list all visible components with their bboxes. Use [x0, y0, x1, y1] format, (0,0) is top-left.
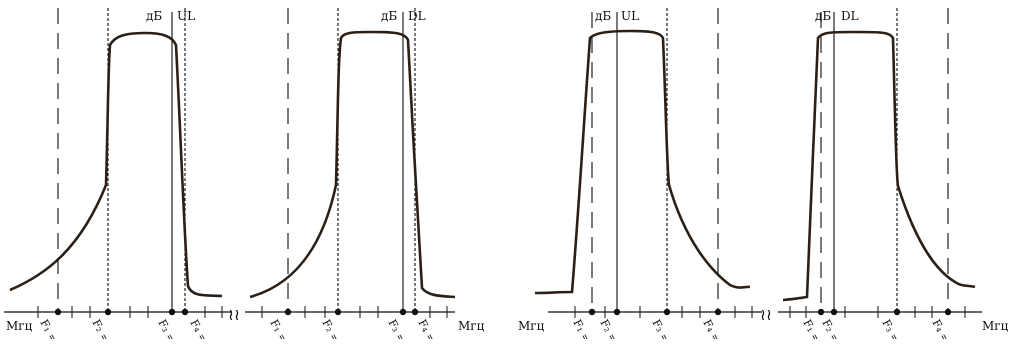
- right-dl-curve: [782, 30, 976, 302]
- left-f3-label: F₃ = 0: [155, 317, 183, 339]
- right-dl-f4-label: F₄ = 0: [929, 317, 957, 339]
- left-mhz-label: Мгц: [6, 319, 33, 333]
- right-ul-curve: [534, 29, 751, 295]
- left-ul-tag: UL: [177, 9, 195, 23]
- left-ul-guides: [57, 8, 186, 312]
- left-f2-label: F₂ = 0: [89, 317, 117, 339]
- right-ul-tag: UL: [621, 9, 639, 23]
- right-dl-tag: DL: [841, 9, 859, 23]
- left-dl-f1-label: F₁ = 0: [267, 317, 295, 339]
- left-dl-f4-label: F₄ = 0: [415, 317, 443, 339]
- right-ul-guides: [591, 8, 719, 312]
- left-dl-db-label: дБ: [381, 9, 397, 23]
- right-f3-label: F₃ = 0: [649, 317, 677, 339]
- right-mhz-label: Мгц: [518, 319, 545, 333]
- left-right-mhz-label: Мгц: [458, 319, 485, 333]
- right-f2-label: F₂ = 0: [597, 317, 625, 339]
- left-break-symbol: ≀≀: [228, 305, 240, 324]
- right-markers: [588, 308, 952, 316]
- right-break-symbol: ≀≀: [760, 305, 772, 324]
- left-f1-label: F₁ = 0: [37, 317, 65, 339]
- right-dl-db-label: дБ: [815, 9, 831, 23]
- left-dl-tag: DL: [408, 9, 426, 23]
- left-dl-f2-label: F₂ = 0: [319, 317, 347, 339]
- left-ul-curve: [9, 31, 223, 298]
- left-dl-curve: [249, 30, 456, 299]
- right-ul-db-label: дБ: [595, 9, 611, 23]
- left-dl-f3-label: F₃ = 0: [385, 317, 413, 339]
- left-markers: [54, 308, 419, 316]
- left-ul-db-label: дБ: [146, 9, 162, 23]
- right-right-mhz-label: Мгц: [982, 319, 1009, 333]
- left-f4-label: F₄ = 0: [187, 317, 215, 339]
- left-dl-guides: [287, 8, 416, 312]
- right-f1-label: F₁ = 0: [570, 317, 598, 339]
- right-dl-f3-label: F₃ = 0: [879, 317, 907, 339]
- right-dl-f2-label: F₂ = 0: [819, 317, 847, 339]
- right-dl-guides: [820, 8, 949, 312]
- right-f4-label: F₄ = 0: [700, 317, 728, 339]
- left-axis: [4, 306, 455, 318]
